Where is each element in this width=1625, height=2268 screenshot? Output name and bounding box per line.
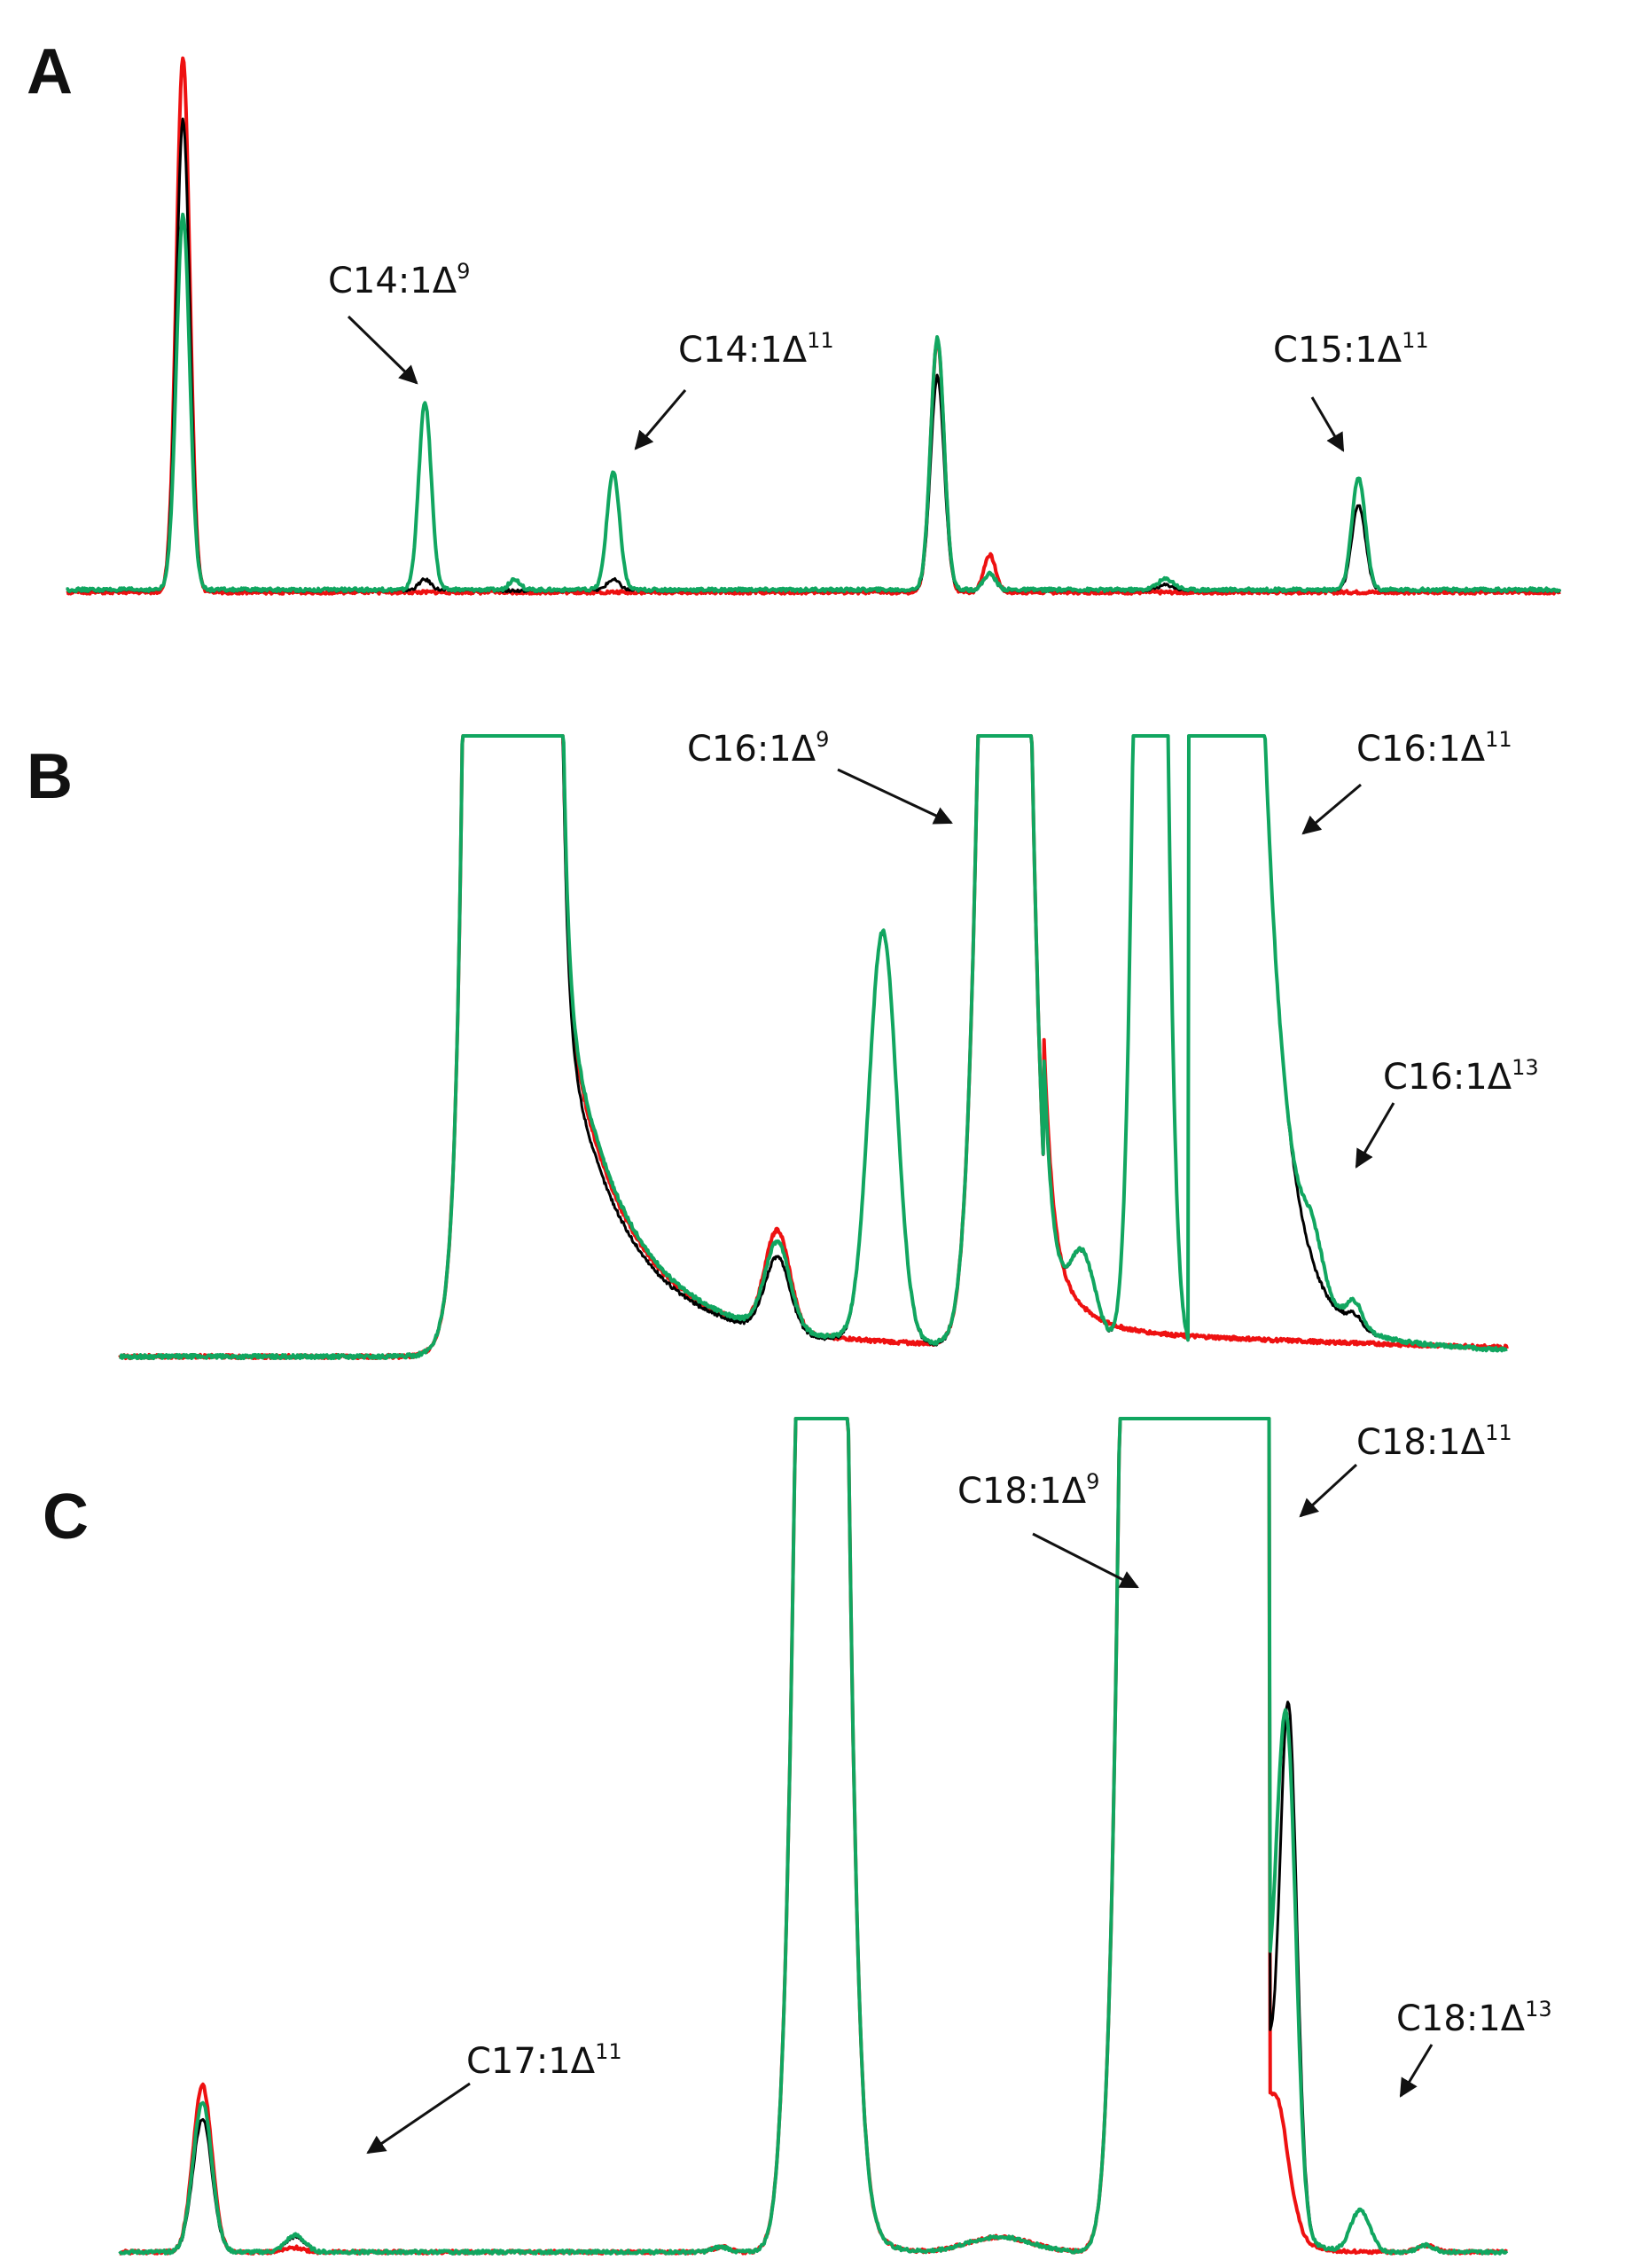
- label-c14-1-d11: C14:1Δ11: [678, 328, 834, 371]
- peak-labels: C14:1Δ9 C14:1Δ11 C15:1Δ11 C16:1Δ9 C16:1Δ…: [328, 259, 1552, 2082]
- label-c18-1-d11: C18:1Δ11: [1356, 1420, 1512, 1463]
- panel-letter-c: C: [43, 1482, 89, 1552]
- label-c14-1-d9: C14:1Δ9: [328, 259, 470, 301]
- label-c18-1-d9: C18:1Δ9: [957, 1469, 1099, 1512]
- arrow-c16-1-d9: [837, 768, 953, 825]
- trace-c-black: [118, 1417, 1508, 2256]
- chromatogram-traces: [66, 56, 1562, 2256]
- trace-c-green: [118, 1417, 1509, 2256]
- arrow-c18-1-d9: [1032, 1532, 1139, 1589]
- label-c16-1-d13: C16:1Δ13: [1383, 1055, 1539, 1098]
- label-c17-1-d11: C17:1Δ11: [466, 2039, 622, 2082]
- trace-a-green: [66, 212, 1562, 593]
- trace-b-red: [118, 734, 1509, 1361]
- panel-letter-a: A: [27, 36, 73, 107]
- arrow-c16-1-d11: [1301, 783, 1362, 835]
- arrow-c17-1-d11: [366, 2082, 471, 2155]
- label-c16-1-d11: C16:1Δ11: [1356, 727, 1512, 770]
- trace-c-red: [119, 1417, 1508, 2256]
- arrow-c16-1-d13: [1355, 1102, 1395, 1169]
- arrow-c18-1-d13: [1399, 2044, 1434, 2098]
- trace-b-green: [119, 734, 1508, 1361]
- label-c16-1-d9: C16:1Δ9: [687, 727, 829, 770]
- panel-letter-b: B: [27, 741, 73, 812]
- arrows: [347, 315, 1434, 2155]
- arrow-c14-1-d11: [634, 389, 687, 450]
- trace-b-black: [119, 734, 1508, 1360]
- trace-a-red: [66, 56, 1561, 596]
- arrow-c15-1-d11: [1310, 396, 1345, 452]
- label-c15-1-d11: C15:1Δ11: [1273, 328, 1429, 371]
- label-c18-1-d13: C18:1Δ13: [1396, 1997, 1552, 2039]
- arrow-c14-1-d9: [347, 315, 418, 385]
- arrow-c18-1-d11: [1299, 1463, 1358, 1518]
